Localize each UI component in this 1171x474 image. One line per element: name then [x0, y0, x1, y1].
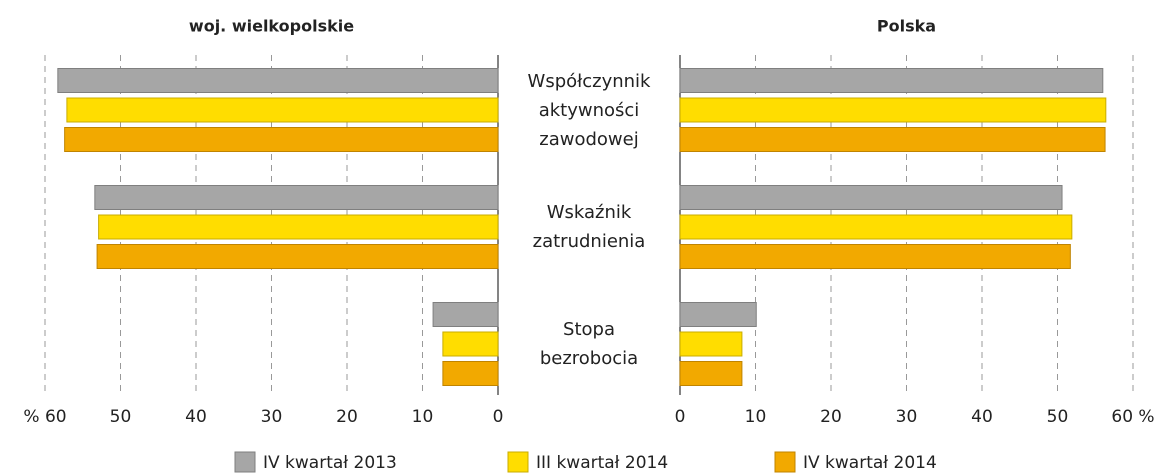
bar [66, 97, 499, 123]
category-label: Współczynnik aktywności zawodowej [527, 70, 651, 150]
category-label: Stopa bezrobocia [539, 319, 639, 369]
bar [442, 331, 499, 357]
x-tick-label: 60 % [1111, 407, 1154, 427]
bar [64, 127, 499, 152]
bar [679, 97, 1107, 123]
bar [679, 331, 743, 357]
bar [679, 361, 743, 386]
bar [96, 244, 499, 269]
bar [98, 214, 499, 240]
chart-title: Polska [877, 17, 936, 36]
x-tick-label: 50 [1047, 407, 1069, 427]
x-tick-label: 30 [261, 407, 283, 427]
x-tick-label: 10 [412, 407, 434, 427]
bar [432, 302, 499, 327]
x-tick-label: 10 [745, 407, 767, 427]
bar [679, 244, 1071, 269]
legend-swatch [234, 451, 256, 473]
x-tick-label: % 60 [23, 407, 66, 427]
bar [442, 361, 499, 386]
category-label: Wskaźnik zatrudnienia [532, 202, 646, 252]
x-tick-label: 50 [110, 407, 132, 427]
legend-label: IV kwartał 2013 [263, 453, 397, 473]
chart-title: woj. wielkopolskie [189, 17, 354, 36]
bar [679, 185, 1063, 210]
x-tick-label: 40 [971, 407, 993, 427]
bar [679, 302, 757, 327]
legend-swatch [774, 451, 796, 473]
x-tick-label: 30 [896, 407, 918, 427]
legend-label: III kwartał 2014 [536, 453, 668, 473]
legend-label: IV kwartał 2014 [803, 453, 937, 473]
x-tick-label: 40 [185, 407, 207, 427]
bar [679, 127, 1106, 152]
x-tick-label: 20 [336, 407, 358, 427]
x-tick-label: 0 [675, 407, 686, 427]
legend-swatch [507, 451, 529, 473]
bar [679, 68, 1104, 93]
bar [57, 68, 499, 93]
bar [679, 214, 1073, 240]
x-tick-label: 0 [493, 407, 504, 427]
bar [94, 185, 499, 210]
x-tick-label: 20 [820, 407, 842, 427]
